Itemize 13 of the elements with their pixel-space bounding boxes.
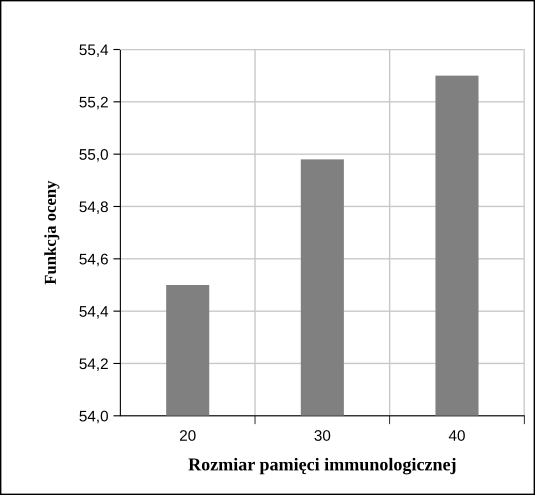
x-axis-title: Rozmiar pamięci immunologicznej [188, 458, 456, 474]
y-tick-label: 55,2 [79, 96, 108, 110]
y-tick-label: 55,4 [79, 44, 108, 57]
x-tick-label: 20 [180, 430, 196, 441]
y-tick-label: 54,2 [79, 358, 108, 371]
y-tick-label: 54,0 [79, 410, 108, 424]
x-tick-label: 40 [448, 430, 465, 441]
y-tick-label: 54,6 [79, 254, 108, 266]
y-tick-label: 54,4 [79, 306, 108, 319]
y-tick-label: 55,0 [79, 149, 108, 162]
y-axis-title: Funkcja oceny [44, 180, 60, 284]
x-tick-label: 30 [314, 430, 330, 441]
y-tick-label: 54,8 [79, 201, 108, 214]
